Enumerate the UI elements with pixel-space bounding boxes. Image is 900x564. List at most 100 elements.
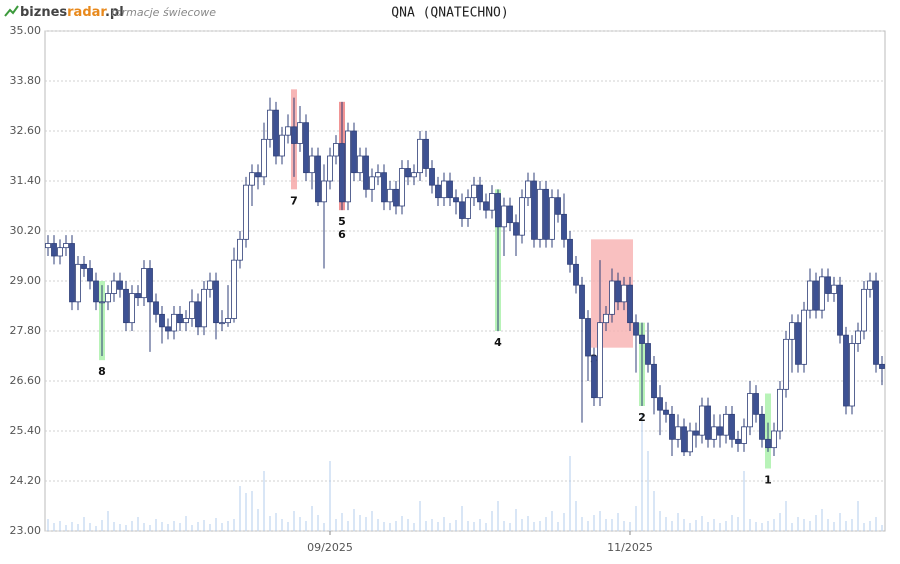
volume-bar	[167, 524, 169, 531]
candle-body	[231, 259, 237, 319]
volume-bar	[65, 525, 67, 531]
volume-bar	[365, 517, 367, 531]
candle-body	[609, 280, 615, 315]
y-tick-label: 32.60	[10, 124, 42, 137]
volume-bar	[683, 519, 685, 531]
candle-body	[153, 301, 159, 315]
candle-body	[717, 426, 723, 436]
candle-body	[141, 268, 147, 299]
volume-bar	[239, 486, 241, 531]
y-tick-label: 33.80	[10, 74, 42, 87]
y-tick-label: 29.00	[10, 274, 42, 287]
candle-body	[321, 180, 327, 203]
candle-body	[633, 322, 639, 336]
candle-body	[867, 280, 873, 290]
volume-bar	[359, 515, 361, 531]
candle-body	[693, 430, 699, 436]
candle-body	[219, 322, 225, 325]
volume-bar	[83, 517, 85, 531]
candle-body	[561, 213, 567, 240]
volume-bar	[383, 522, 385, 531]
candle-body	[261, 138, 267, 178]
candle-body	[255, 172, 261, 178]
chart-title: QNA (QNATECHNO)	[391, 6, 508, 21]
candle-body	[615, 280, 621, 303]
candle-body	[459, 201, 465, 219]
volume-bar	[593, 515, 595, 531]
candle-body	[69, 243, 75, 303]
volume-bar	[233, 519, 235, 531]
volume-bar	[821, 509, 823, 531]
volume-bar	[647, 451, 649, 531]
volume-bar	[839, 513, 841, 531]
volume-bar	[77, 524, 79, 531]
volume-bar	[761, 523, 763, 531]
candle-body	[267, 109, 273, 140]
volume-bar	[185, 516, 187, 531]
candle-body	[657, 397, 663, 411]
volume-bar	[431, 519, 433, 531]
volume-bar	[599, 511, 601, 531]
volume-bar	[341, 513, 343, 531]
volume-bar	[47, 519, 49, 531]
volume-bar	[485, 523, 487, 531]
volume-bar	[617, 513, 619, 531]
candle-body	[567, 238, 573, 265]
volume-bar	[785, 501, 787, 531]
candle-body	[801, 309, 807, 365]
candle-body	[273, 109, 279, 157]
volume-bar	[605, 519, 607, 531]
logo[interactable]: biznesradar.pl	[4, 5, 124, 20]
volume-bar	[275, 513, 277, 531]
candle-body	[687, 430, 693, 453]
candle-body	[813, 280, 819, 311]
candle-body	[87, 268, 93, 282]
volume-bar	[515, 509, 517, 531]
y-tick-label: 23.00	[10, 524, 42, 537]
candle-body	[411, 172, 417, 178]
candle-body	[531, 180, 537, 240]
volume-bar	[173, 521, 175, 531]
candle-body	[777, 388, 783, 432]
candle-body	[489, 193, 495, 211]
candle-body	[81, 263, 87, 269]
volume-bar	[749, 519, 751, 531]
volume-bar	[413, 523, 415, 531]
candle-body	[651, 363, 657, 399]
volume-bar	[95, 526, 97, 531]
y-tick-label: 30.20	[10, 224, 42, 237]
candle-body	[405, 168, 411, 178]
volume-bar	[317, 515, 319, 531]
candle-body	[201, 288, 207, 328]
candle-body	[435, 184, 441, 199]
volume-bar	[635, 506, 637, 531]
volume-bar	[815, 515, 817, 531]
candle-body	[729, 413, 735, 440]
candle-body	[699, 405, 705, 436]
candle-body	[753, 393, 759, 415]
candle-body	[105, 293, 111, 303]
volume-bar	[209, 524, 211, 531]
candle-body	[501, 205, 507, 228]
volume-bar	[551, 511, 553, 531]
candle-body	[627, 284, 633, 324]
volume-bar	[473, 522, 475, 531]
volume-bar	[101, 520, 103, 531]
candle-body	[177, 313, 183, 324]
volume-bar	[287, 522, 289, 531]
volume-bar	[725, 521, 727, 531]
candle-body	[849, 343, 855, 407]
volume-bar	[125, 525, 127, 531]
candle-body	[345, 130, 351, 203]
volume-bar	[443, 517, 445, 531]
volume-bar	[779, 513, 781, 531]
volume-bar	[677, 513, 679, 531]
candle-body	[579, 284, 585, 319]
volume-bar	[653, 491, 655, 531]
volume-bar	[827, 519, 829, 531]
candle-body	[333, 143, 339, 157]
volume-bar	[737, 517, 739, 531]
candle-body	[789, 322, 795, 340]
candle-body	[351, 130, 357, 174]
